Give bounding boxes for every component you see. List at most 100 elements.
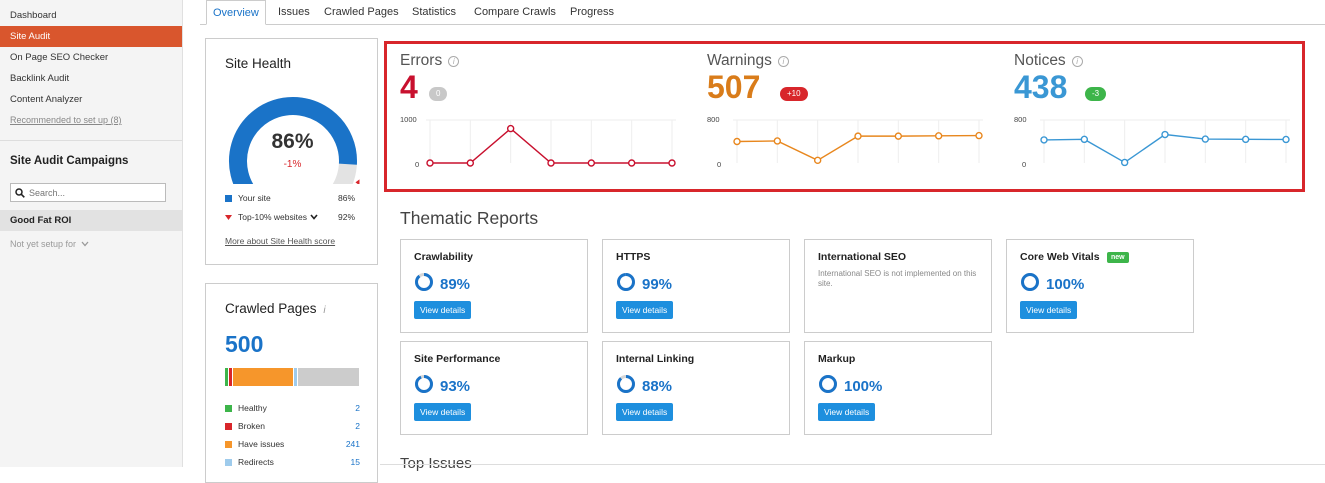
trend-point[interactable] [934,132,943,140]
legend-top-10[interactable]: Top-10% websites 92% [225,212,355,222]
errors-count[interactable]: 4 [400,69,418,105]
campaign-item[interactable]: Good Fat ROI [0,210,182,231]
view-details-button[interactable]: View details [414,403,472,421]
progress-ring-icon [1021,273,1039,291]
trend-point[interactable] [1282,135,1290,144]
info-icon[interactable]: i [777,55,789,67]
sidebar: Dashboard Site Audit On Page SEO Checker… [0,0,183,467]
ring-fill [617,273,635,291]
report-core-web-vitals: Core Web Vitals new 100% View details [1006,239,1194,333]
errors-delta-badge: 0 [429,87,448,101]
report-note: International SEO is not implemented on … [818,269,977,288]
trend-point[interactable] [1241,135,1250,144]
report-name: Site Performance [414,353,501,365]
swatch [225,404,232,412]
report-percent: 93% [440,378,471,395]
trend-point[interactable] [975,131,983,140]
row-label: Healthy [238,403,267,413]
legend-value: 92% [337,212,355,222]
row-value[interactable]: 241 [345,439,360,449]
trend-point[interactable] [1120,158,1129,167]
crawled-row-broken[interactable]: Broken 2 [225,421,360,431]
nav-recommended-link[interactable]: Recommended to set up (8) [10,115,122,125]
nav-content-analyzer[interactable]: Content Analyzer [10,94,83,105]
legend-label: Your site [238,193,271,203]
issues-summary-panel: Errors i 4 0 1000 0 Warnings i 507 +10 800… [384,41,1305,192]
crawled-row-redirects[interactable]: Redirects 15 [225,457,360,467]
legend-your-site: Your site 86% [225,193,355,203]
view-details-button[interactable]: View details [414,301,472,319]
report-percent: 89% [440,276,471,293]
crawled-pages-total[interactable]: 500 [225,331,264,357]
trend-point[interactable] [733,137,741,146]
report-percent: 99% [642,276,673,293]
nav-on-page-seo-checker[interactable]: On Page SEO Checker [10,52,109,63]
tab-progress[interactable]: Progress [570,6,615,18]
trend-point[interactable] [547,159,555,167]
campaign-search[interactable] [10,183,166,202]
report-markup: Markup 100% View details [804,341,992,435]
errors-widget[interactable]: Errors i 4 0 1000 0 [387,44,687,189]
row-value[interactable]: 2 [355,403,360,413]
warnings-axis-max: 800 [707,115,720,124]
swatch [225,458,232,466]
errors-axis-max: 1000 [400,115,417,124]
notices-widget[interactable]: Notices i 438 -3 800 0 [1001,44,1301,189]
trend-point[interactable] [506,124,515,133]
row-value[interactable]: 2 [355,421,360,431]
trend-point[interactable] [1201,135,1210,143]
notices-count[interactable]: 438 [1014,69,1068,105]
notices-delta-badge: -3 [1085,87,1107,101]
info-icon[interactable]: i [448,55,460,67]
swatch [225,422,232,430]
view-details-button[interactable]: View details [616,403,674,421]
trend-point[interactable] [1080,135,1089,144]
report-name: Markup [818,353,856,365]
thematic-reports-heading: Thematic Reports [400,208,539,228]
progress-ring-icon [617,375,635,393]
trend-point[interactable] [1161,130,1169,139]
row-label: Have issues [238,439,285,449]
nav-site-audit[interactable]: Site Audit [0,26,182,47]
trend-point[interactable] [813,156,822,165]
warnings-count[interactable]: 507 [707,69,761,105]
crawled-pages-title: Crawled Pages i [225,301,326,316]
tab-crawled-pages[interactable]: Crawled Pages [324,6,399,18]
tab-statistics[interactable]: Statistics [412,6,457,18]
view-details-button[interactable]: View details [818,403,876,421]
info-icon[interactable]: i [323,305,326,316]
trend-point[interactable] [466,159,475,167]
view-details-button[interactable]: View details [1020,301,1078,319]
report-name: Internal Linking [616,353,695,365]
tab-overview[interactable]: Overview [206,0,266,25]
report-name: Crawlability [414,251,473,263]
nav-backlink-audit[interactable]: Backlink Audit [10,73,70,84]
trend-point[interactable] [587,159,596,167]
info-icon[interactable]: i [1071,55,1083,67]
trend-point[interactable] [627,159,636,167]
search-icon [15,187,25,198]
campaign-search-input[interactable] [29,187,159,198]
trend-point[interactable] [426,159,434,167]
setup-dropdown[interactable]: Not yet setup for [0,231,182,249]
tab-issues[interactable]: Issues [278,6,310,18]
report-name: HTTPS [616,251,651,263]
crawled-row-healthy[interactable]: Healthy 2 [225,403,360,413]
site-health-delta: -1% [283,159,302,170]
view-details-button[interactable]: View details [616,301,674,319]
nav-dashboard[interactable]: Dashboard [10,10,57,21]
trend-point[interactable] [854,132,862,140]
row-value[interactable]: 15 [350,457,360,467]
trend-point[interactable] [773,137,782,145]
crawled-row-have-issues[interactable]: Have issues 241 [225,439,360,449]
trend-point[interactable] [1040,136,1048,144]
tab-compare-crawls[interactable]: Compare Crawls [474,6,556,18]
warnings-label: Warnings i [707,52,789,70]
legend-label: Top-10% websites [238,212,307,222]
warnings-widget[interactable]: Warnings i 507 +10 800 0 [694,44,994,189]
trend-point[interactable] [894,132,903,140]
trend-point[interactable] [668,159,676,167]
site-health-link[interactable]: More about Site Health score [225,236,336,246]
ring-fill [617,375,635,393]
swatch [225,440,232,448]
